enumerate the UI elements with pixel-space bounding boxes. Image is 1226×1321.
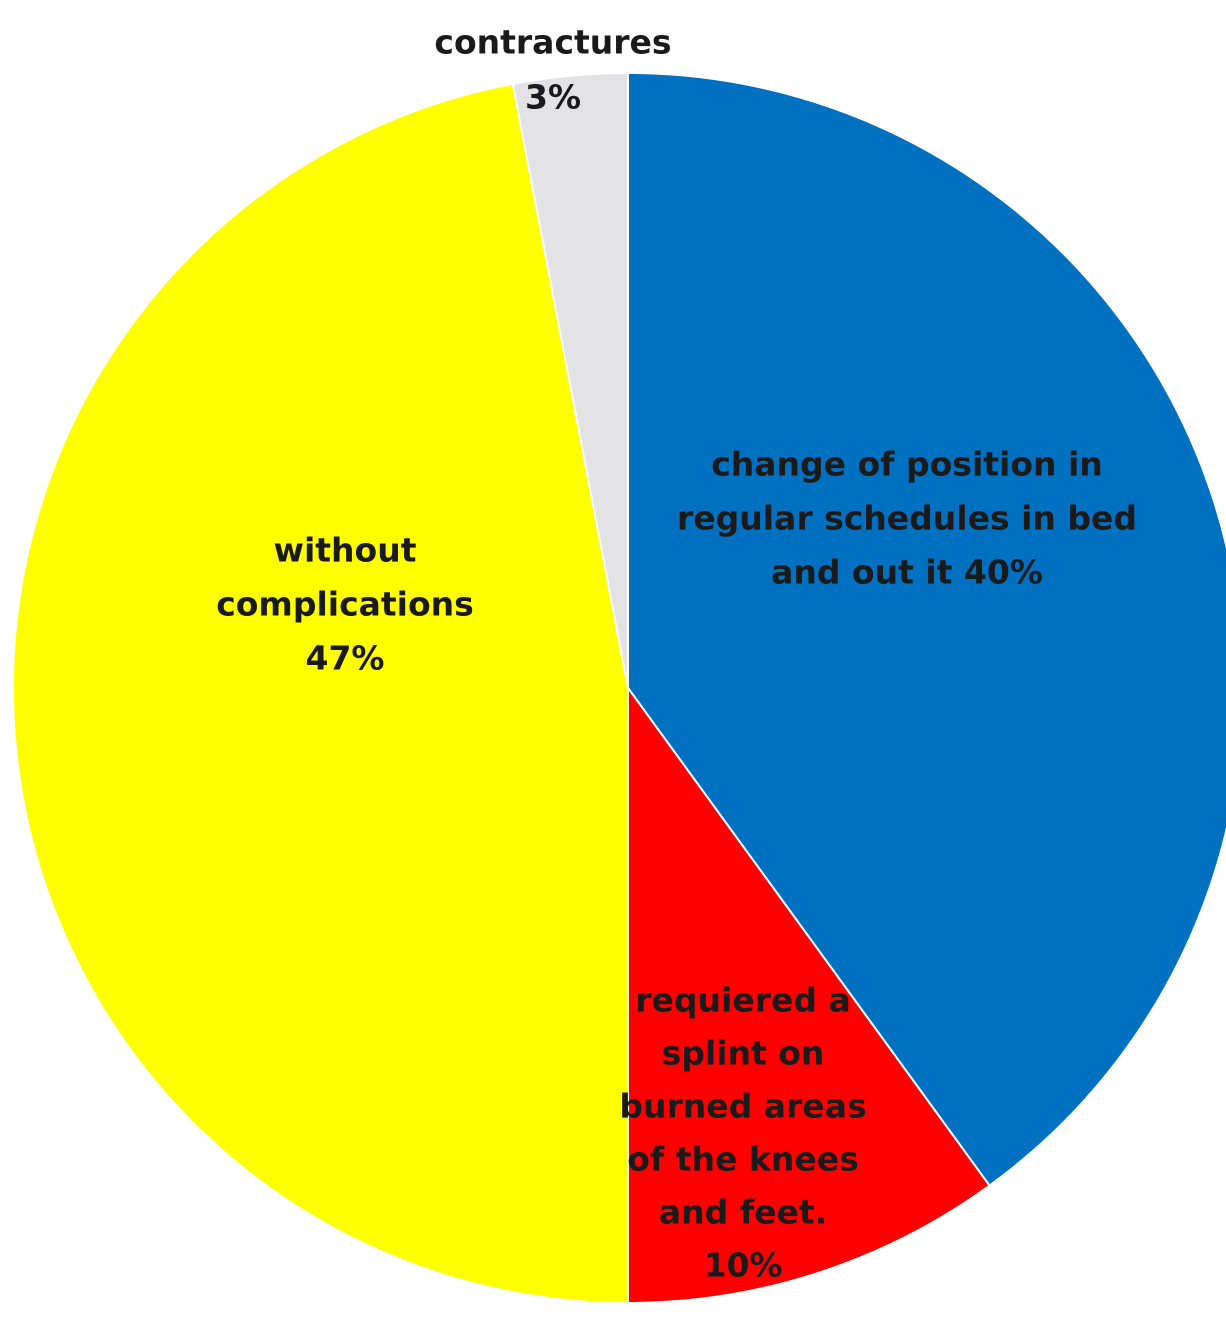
slice-label-line: requiered a <box>635 981 851 1020</box>
slice-label-line: of the knees <box>627 1140 859 1179</box>
pie-slice-4 <box>511 71 629 689</box>
slice-label-line: burned areas <box>619 1087 866 1126</box>
slice-label-2: requiered a splint on burned areas of the k… <box>619 981 866 1285</box>
slice-label-line: 10% <box>704 1246 783 1285</box>
slices-layer <box>11 71 1226 1305</box>
pie-slice-2 <box>627 684 991 1305</box>
slice-label-line: regular schedules in bed <box>677 499 1137 538</box>
slice-label-1: change of position in regular schedules i… <box>677 445 1137 592</box>
pie-slice-1 <box>627 71 1226 1187</box>
slice-label-4: contractures 3% <box>434 23 671 117</box>
slice-label-line: contractures <box>434 23 671 62</box>
pie-slice-3 <box>11 82 629 1305</box>
labels-layer: change of position in regular schedules i… <box>216 23 1137 1285</box>
slice-label-line: change of position in <box>711 445 1103 484</box>
slice-label-line: 47% <box>306 639 385 678</box>
slice-label-line: 3% <box>525 78 581 117</box>
slice-label-line: splint on <box>662 1034 825 1073</box>
slice-label-3: without complications 47% <box>216 531 474 678</box>
slice-label-line: and out it 40% <box>771 553 1043 592</box>
slice-label-line: and feet. <box>659 1193 827 1232</box>
slice-label-line: complications <box>216 585 474 624</box>
slice-label-line: without <box>273 531 416 570</box>
